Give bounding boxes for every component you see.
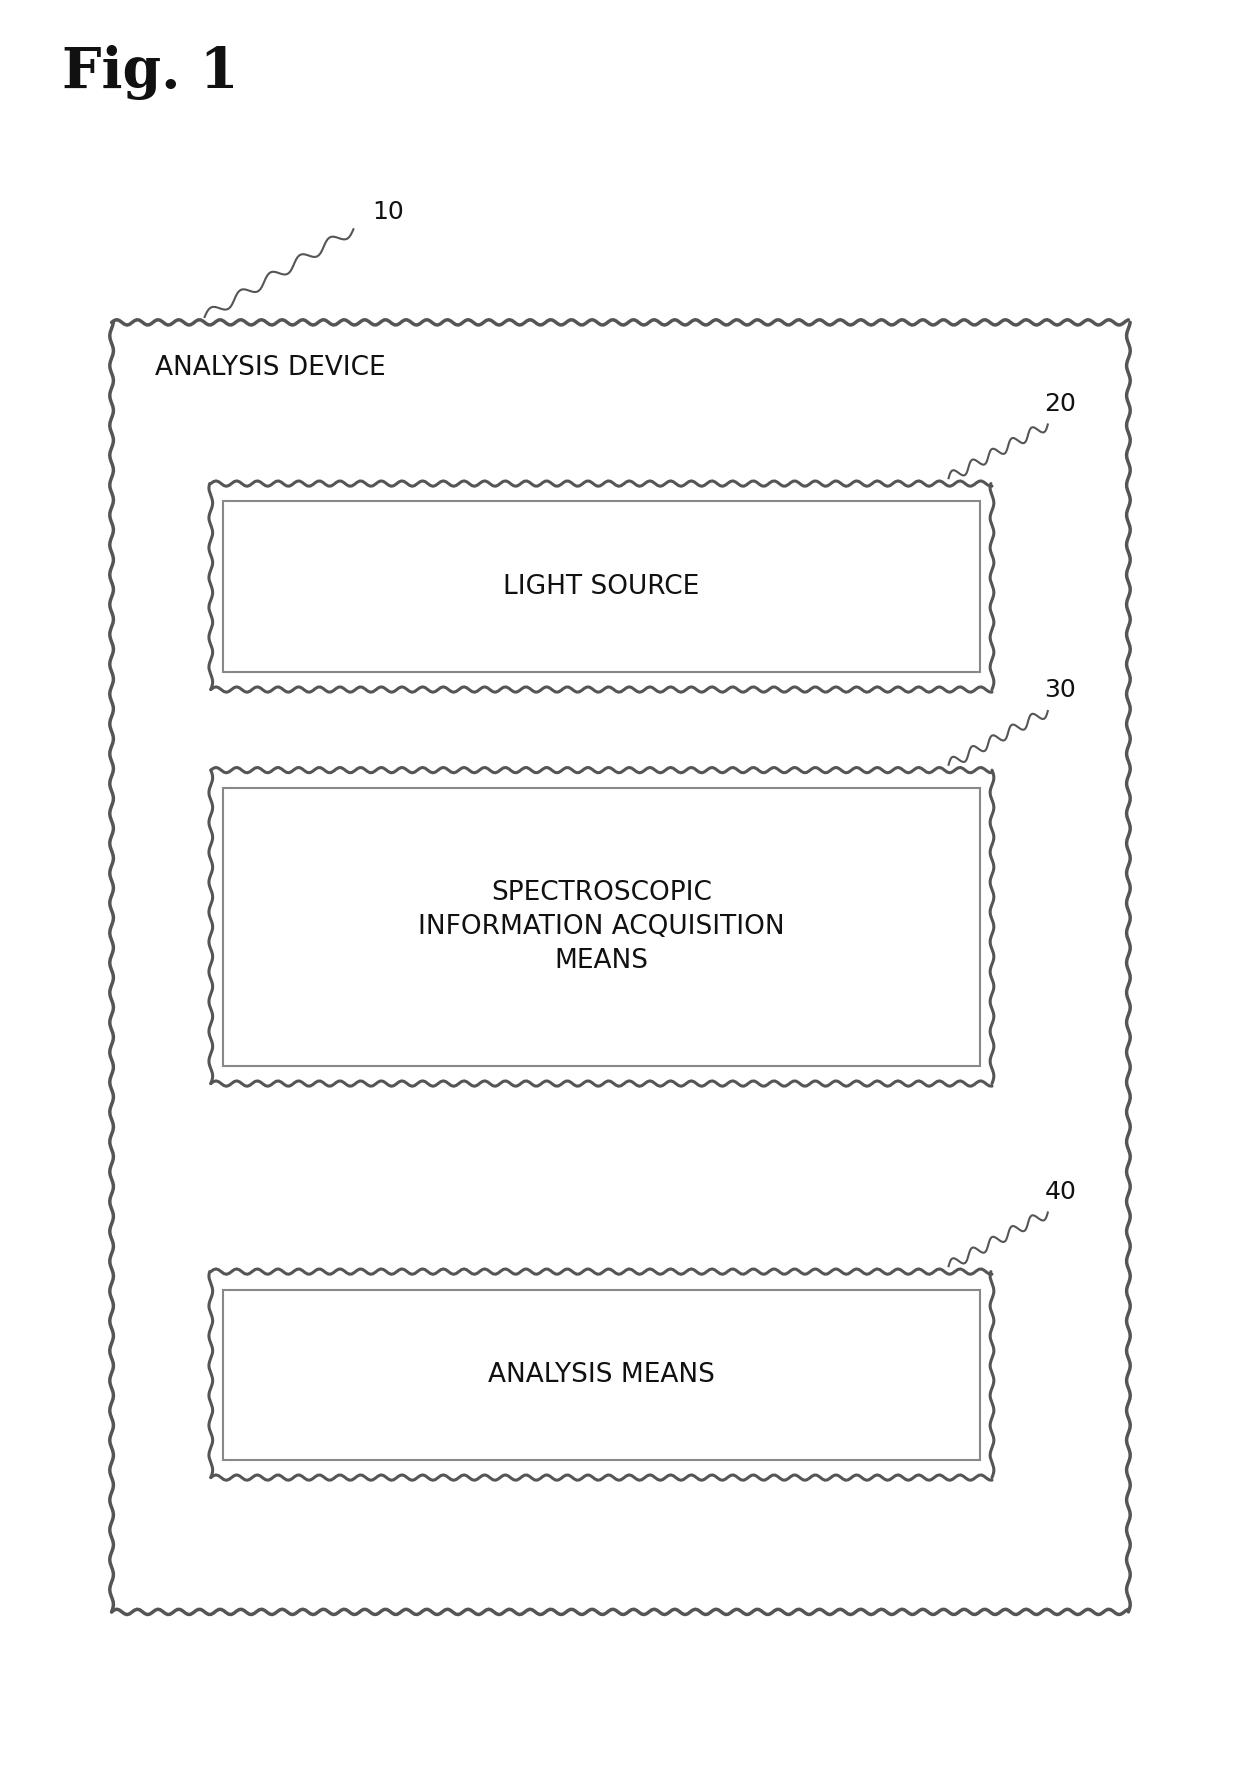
Text: 40: 40: [1044, 1180, 1076, 1204]
Bar: [223, 501, 980, 672]
Text: SPECTROSCOPIC
INFORMATION ACQUISITION
MEANS: SPECTROSCOPIC INFORMATION ACQUISITION ME…: [418, 879, 785, 974]
Text: ANALYSIS DEVICE: ANALYSIS DEVICE: [155, 355, 386, 381]
Text: LIGHT SOURCE: LIGHT SOURCE: [503, 573, 699, 600]
Bar: [223, 788, 980, 1066]
Text: 30: 30: [1044, 679, 1076, 702]
Text: 10: 10: [372, 201, 404, 224]
Text: 20: 20: [1044, 392, 1076, 416]
Bar: [223, 1290, 980, 1460]
Text: Fig. 1: Fig. 1: [62, 45, 238, 100]
Text: ANALYSIS MEANS: ANALYSIS MEANS: [489, 1361, 714, 1388]
